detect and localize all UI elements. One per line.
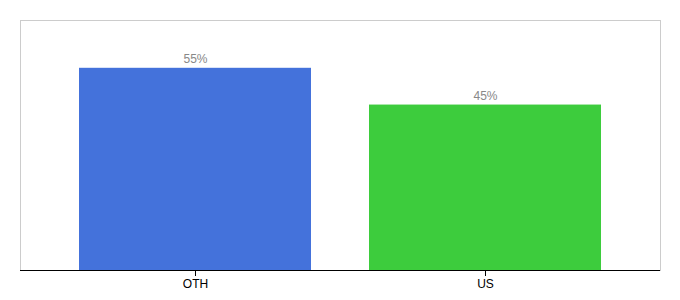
svg-text:US: US <box>477 277 494 291</box>
svg-text:OTH: OTH <box>183 277 208 291</box>
svg-text:45%: 45% <box>473 89 497 103</box>
svg-text:55%: 55% <box>183 52 207 66</box>
